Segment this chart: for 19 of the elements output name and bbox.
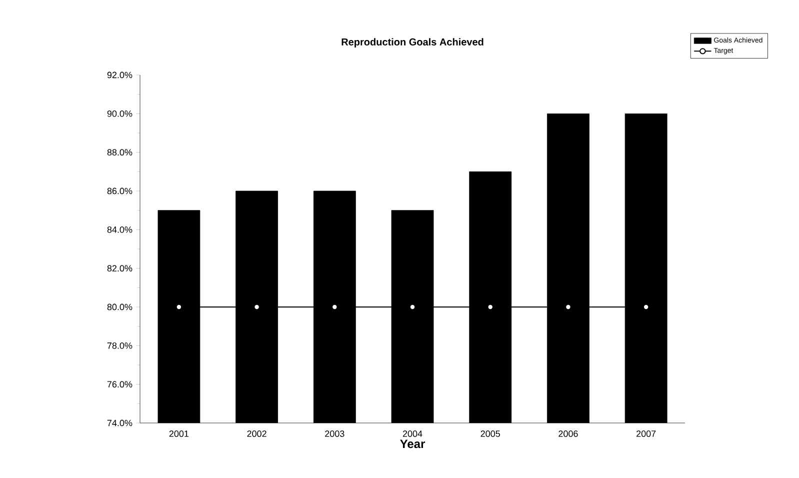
y-tick-label: 74.0%	[107, 420, 132, 426]
x-tick-label: 2006	[558, 430, 578, 437]
x-tick-label: 2005	[480, 430, 500, 437]
y-tick-label: 82.0%	[107, 265, 132, 272]
y-tick-label: 90.0%	[107, 110, 132, 117]
y-tick-label: 78.0%	[107, 342, 132, 349]
y-tick-label: 88.0%	[107, 149, 132, 156]
y-tick-label: 92.0%	[107, 72, 132, 78]
x-tick-label: 2004	[402, 430, 422, 437]
y-tick-label: 84.0%	[107, 226, 132, 233]
x-tick-label: 2003	[325, 430, 344, 437]
x-tick-label: 2001	[169, 430, 189, 437]
x-tick-label: 2007	[636, 430, 656, 437]
y-tick-label: 76.0%	[107, 381, 132, 388]
chart-title: Reproduction Goals Achieved	[342, 38, 484, 48]
x-axis-title: Year	[400, 440, 425, 448]
y-tick-label: 80.0%	[107, 304, 132, 310]
x-tick-label: 2002	[247, 430, 266, 437]
y-tick-label: 86.0%	[107, 188, 132, 194]
